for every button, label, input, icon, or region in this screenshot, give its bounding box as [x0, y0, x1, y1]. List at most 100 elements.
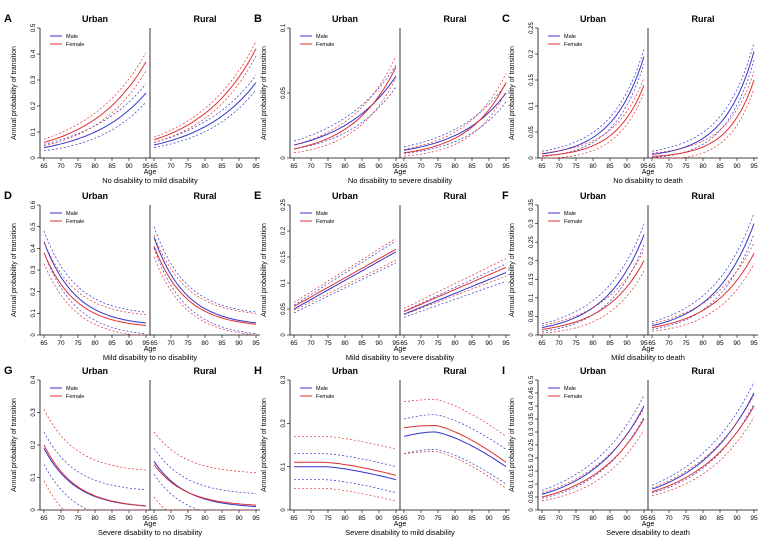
x-tick-label: 85	[108, 515, 116, 522]
x-axis-title: Age	[394, 346, 407, 353]
panel-caption: No disability to mild disability	[102, 176, 198, 185]
ci-upper-male-urban	[43, 431, 147, 491]
x-tick-label: 95	[502, 340, 510, 347]
x-tick-label: 90	[733, 515, 741, 522]
x-tick-label: 65	[400, 515, 408, 522]
y-tick-label: 0.25	[529, 439, 535, 451]
x-tick-label: 85	[358, 340, 366, 347]
x-tick-label: 75	[572, 340, 580, 347]
group-title-urban: Urban	[82, 14, 108, 24]
legend-label-male: Male	[316, 211, 328, 217]
y-tick-label: 0.05	[281, 87, 287, 99]
ci-upper-male-urban	[293, 65, 397, 142]
x-tick-label: 65	[538, 515, 546, 522]
x-tick-label: 95	[392, 515, 400, 522]
y-tick-label: 0.1	[281, 23, 287, 32]
group-title-rural: Rural	[193, 366, 216, 376]
series-line-male-rural	[153, 237, 257, 324]
group-title-rural: Rural	[443, 14, 466, 24]
x-tick-label: 65	[40, 515, 48, 522]
x-tick-label: 85	[716, 340, 724, 347]
y-tick-label: 0.45	[529, 387, 535, 399]
y-tick-label: 0.2	[31, 287, 37, 296]
series-line-female-urban	[293, 248, 397, 307]
x-tick-label: 90	[125, 515, 133, 522]
legend-label-male: Male	[66, 211, 78, 217]
ci-lower-female-urban	[542, 92, 645, 159]
ci-lower-male-rural	[403, 448, 507, 485]
x-tick-label: 90	[235, 163, 243, 170]
x-tick-label: 75	[184, 163, 192, 170]
series-line-female-urban	[43, 444, 147, 507]
panel-caption: Mild disability to death	[611, 353, 685, 362]
panel-letter: G	[4, 365, 13, 377]
x-tick-label: 95	[252, 515, 260, 522]
ci-lower-female-urban	[293, 259, 397, 311]
x-tick-label: 70	[417, 340, 425, 347]
x-axis-title: Age	[394, 169, 407, 176]
panel-letter: C	[502, 13, 510, 25]
ci-upper-male-rural	[403, 414, 507, 450]
x-tick-label: 85	[218, 163, 226, 170]
y-tick-label: 0	[31, 508, 37, 512]
series-line-female-urban	[43, 61, 147, 143]
x-tick-label: 90	[623, 163, 631, 170]
ci-lower-male-urban	[541, 63, 645, 157]
x-tick-label: 70	[555, 515, 563, 522]
y-tick-label: 0	[31, 156, 37, 160]
x-tick-label: 65	[648, 515, 656, 522]
x-tick-label: 90	[485, 515, 493, 522]
x-tick-label: 80	[589, 163, 597, 170]
series-line-male-urban	[293, 251, 397, 310]
x-tick-label: 65	[40, 340, 48, 347]
x-tick-label: 65	[290, 340, 298, 347]
x-tick-label: 95	[502, 515, 510, 522]
y-tick-label: 0.25	[281, 199, 287, 211]
y-tick-label: 0.1	[31, 127, 37, 136]
x-tick-label: 75	[74, 340, 82, 347]
ci-upper-female-rural	[153, 41, 257, 138]
x-tick-label: 80	[341, 163, 349, 170]
x-tick-label: 70	[307, 515, 315, 522]
series-line-male-rural	[403, 92, 507, 151]
x-tick-label: 75	[682, 340, 690, 347]
x-tick-label: 70	[57, 340, 65, 347]
y-tick-label: 0.05	[529, 491, 535, 503]
x-tick-label: 65	[400, 340, 408, 347]
x-tick-label: 80	[451, 515, 459, 522]
x-tick-label: 75	[572, 163, 580, 170]
series-line-male-urban	[43, 92, 147, 149]
x-tick-label: 90	[235, 515, 243, 522]
ci-lower-male-rural	[651, 233, 755, 330]
x-tick-label: 80	[589, 515, 597, 522]
x-tick-label: 75	[324, 515, 332, 522]
y-axis-title: Annual probability of transition	[509, 46, 516, 140]
ci-upper-female-urban	[293, 238, 397, 303]
x-tick-label: 70	[167, 515, 175, 522]
ci-lower-female-urban	[541, 270, 645, 334]
group-title-rural: Rural	[691, 14, 714, 24]
legend-label-female: Female	[66, 42, 84, 48]
x-tick-label: 80	[341, 340, 349, 347]
y-tick-label: 0.3	[529, 427, 535, 436]
ci-upper-male-rural	[153, 226, 257, 313]
x-tick-label: 65	[538, 163, 546, 170]
ci-upper-female-rural	[153, 431, 257, 473]
series-line-male-rural	[153, 461, 257, 507]
ci-upper-male-rural	[153, 448, 257, 494]
x-tick-label: 75	[184, 515, 192, 522]
group-title-urban: Urban	[580, 366, 606, 376]
legend-label-male: Male	[66, 386, 78, 392]
ci-lower-male-rural	[651, 60, 755, 158]
x-tick-label: 95	[142, 340, 150, 347]
x-tick-label: 95	[392, 340, 400, 347]
ci-lower-male-urban	[541, 416, 645, 499]
x-tick-label: 95	[750, 340, 758, 347]
ci-lower-female-rural	[651, 416, 755, 497]
ci-lower-male-urban	[293, 262, 397, 314]
y-tick-label: 0	[529, 508, 535, 512]
ci-lower-female-urban	[294, 487, 397, 502]
x-tick-label: 85	[716, 163, 724, 170]
ci-lower-female-rural	[403, 451, 507, 489]
